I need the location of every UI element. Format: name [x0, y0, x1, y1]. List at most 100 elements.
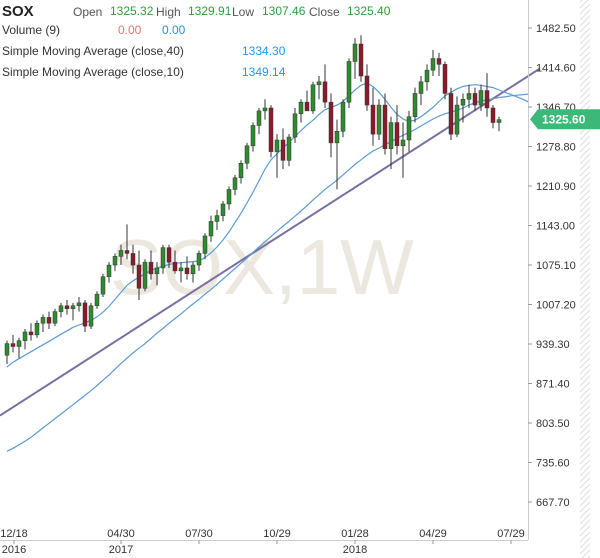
sma40-indicator-value: 1334.30 [242, 44, 286, 58]
candle-body [322, 81, 328, 103]
candles [4, 35, 502, 364]
candle-body [304, 101, 310, 112]
candle [376, 99, 382, 140]
candle [46, 311, 52, 330]
hatch-line [579, 309, 591, 321]
candle-body [274, 139, 280, 152]
candle [298, 99, 304, 123]
hatch-line [579, 183, 591, 195]
candle-body [340, 101, 346, 132]
candle-body [286, 136, 292, 161]
candle-body [334, 131, 340, 144]
candle-body [388, 122, 394, 149]
hatch-line [579, 303, 591, 315]
candle [256, 107, 262, 135]
low-label: Low [232, 5, 254, 19]
hatch-line [579, 381, 591, 393]
candle-body [16, 340, 22, 347]
candle [208, 215, 214, 242]
candle [382, 93, 388, 155]
candle-body [250, 125, 256, 147]
candle [364, 64, 370, 111]
hatch-line [579, 507, 591, 519]
candle [28, 323, 34, 341]
candle-body [166, 247, 172, 263]
hatch-line [579, 363, 591, 375]
hatch-line [579, 177, 591, 189]
candle-body [52, 311, 58, 324]
candle [274, 134, 280, 178]
candle [394, 105, 400, 155]
candle-body [118, 250, 124, 257]
price-axis[interactable]: 1482.501414.601346.701278.801210.901143.… [528, 0, 591, 558]
candle [280, 128, 286, 170]
sma40-indicator-label: Simple Moving Average (close,40) [2, 44, 184, 58]
close-value: 1325.40 [347, 4, 391, 18]
hatch-line [579, 459, 591, 471]
hatch-line [579, 399, 591, 411]
high-value: 1329.91 [188, 4, 232, 18]
hatch-line [579, 447, 591, 459]
hatch-line [579, 255, 591, 267]
hatch-line [579, 525, 591, 537]
sma40-line [6, 93, 530, 452]
time-axis[interactable]: 12/18 2016 04/30 2017 07/30 10/29 01/28 2018 04/… [0, 528, 528, 556]
candle-body [136, 264, 142, 289]
candle-body [310, 84, 316, 112]
hatch-line [579, 297, 591, 309]
candle-body [214, 215, 220, 222]
candle-body [346, 61, 352, 103]
candle-body [448, 93, 454, 135]
candle [136, 250, 142, 300]
candle-body [172, 261, 178, 272]
candle-body [412, 93, 418, 117]
time-tick-year: 2016 [2, 544, 26, 556]
time-tick-label: 04/29 [419, 528, 447, 540]
candle [424, 64, 430, 91]
candle [370, 87, 376, 146]
candle-body [106, 264, 112, 277]
price-tick-label: 667.70 [536, 497, 570, 509]
hatch-line [579, 9, 591, 21]
candle-body [4, 343, 10, 356]
candle [400, 122, 406, 178]
candle [442, 61, 448, 100]
hatch-line [579, 171, 591, 183]
candle-body [70, 305, 76, 309]
candle-body [244, 145, 250, 164]
hatch-line [579, 537, 591, 549]
candle-body [400, 139, 406, 147]
hatch-line [579, 51, 591, 63]
hatch-line [579, 465, 591, 477]
candle-body [82, 302, 88, 327]
hatch-line [579, 513, 591, 525]
candle [190, 262, 196, 283]
time-tick-label: 12/18 [0, 528, 28, 540]
candle [484, 73, 490, 117]
price-tick-label: 735.60 [536, 458, 570, 470]
candle [106, 262, 112, 283]
candle [286, 134, 292, 167]
candle-body [196, 253, 202, 266]
candle [112, 253, 118, 271]
hatch-line [579, 93, 591, 105]
hatch-line [579, 543, 591, 555]
hatch-line [579, 441, 591, 453]
candle-body [376, 104, 382, 135]
hatch-line [579, 219, 591, 231]
candle-body [34, 322, 40, 336]
price-tick-label: 1278.80 [536, 142, 576, 154]
candle-body [184, 267, 190, 275]
candle-body [178, 267, 184, 272]
candle-body [430, 58, 436, 71]
hatch-line [579, 291, 591, 303]
candle [16, 337, 22, 359]
candle-body [370, 104, 376, 135]
hatch-line [579, 249, 591, 261]
candle [238, 160, 244, 184]
candle [436, 52, 442, 76]
hatch-line [579, 15, 591, 27]
hatch-line [579, 159, 591, 171]
